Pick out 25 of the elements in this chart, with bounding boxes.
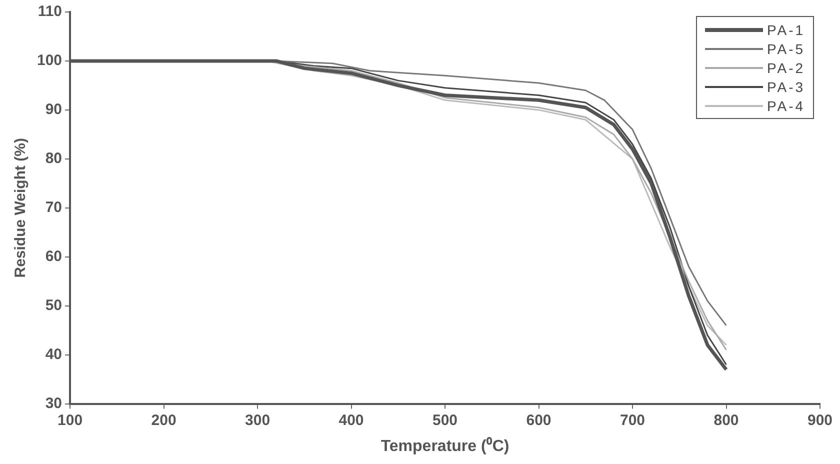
- x-tick-label: 300: [245, 412, 270, 429]
- y-tick-label: 70: [45, 199, 62, 216]
- x-tick-label: 900: [807, 412, 833, 429]
- y-tick-label: 110: [38, 3, 62, 20]
- y-tick-label: 60: [45, 248, 62, 266]
- x-tick-label: 500: [432, 412, 458, 429]
- x-tick-label: 200: [151, 412, 176, 429]
- x-tick-label: 600: [526, 412, 552, 429]
- legend-label: PA-1: [767, 22, 806, 38]
- legend-label: PA-2: [767, 60, 806, 76]
- y-tick-label: 30: [45, 394, 62, 412]
- y-tick-label: 100: [36, 52, 62, 70]
- y-tick-label: 90: [45, 101, 62, 118]
- legend-label: PA-4: [767, 98, 806, 114]
- legend-label: PA-3: [767, 78, 806, 94]
- x-tick-label: 400: [338, 412, 364, 429]
- x-tick-label: 100: [58, 412, 83, 429]
- y-tick-label: 50: [45, 296, 62, 314]
- x-tick-label: 800: [714, 412, 739, 429]
- legend-label: PA-5: [767, 40, 806, 56]
- x-axis-title: Temperature (⁰C): [380, 436, 510, 455]
- y-tick-label: 80: [45, 150, 62, 168]
- y-axis-title: Residue Weight (%): [12, 138, 30, 278]
- x-tick-label: 700: [620, 412, 646, 429]
- y-tick-label: 40: [45, 346, 62, 363]
